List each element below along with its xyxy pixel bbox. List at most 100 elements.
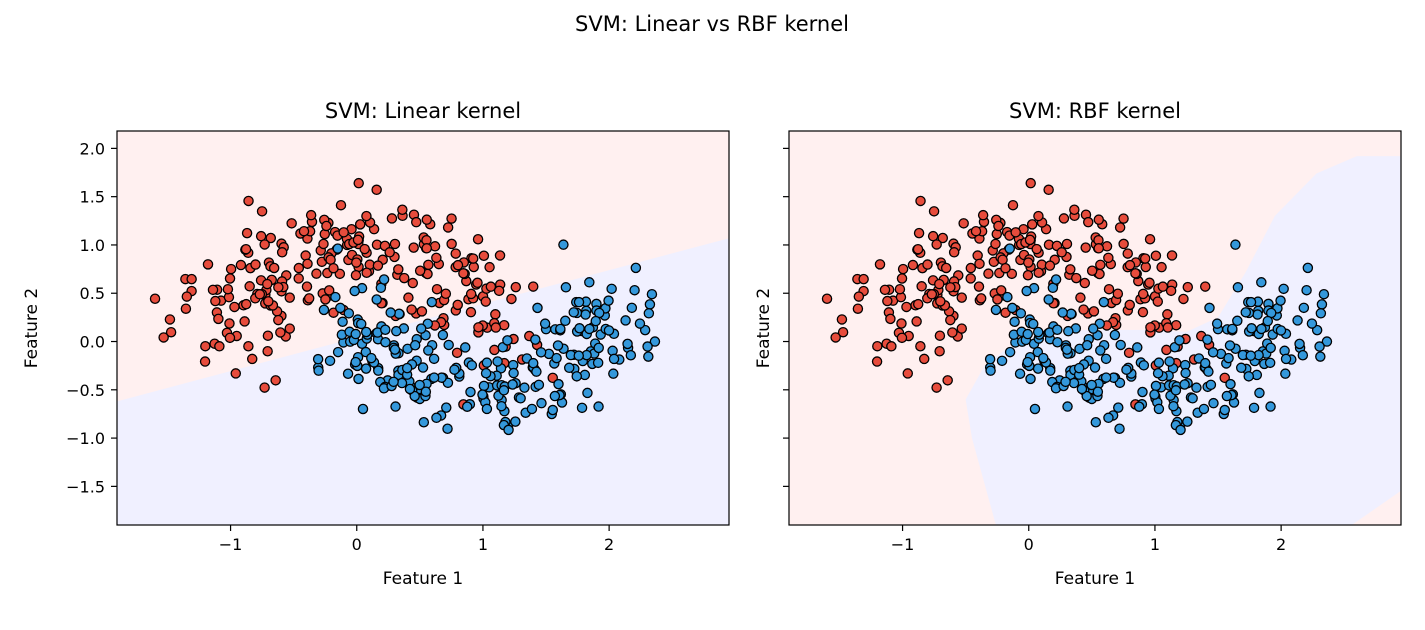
data-point-class-1 [443,339,454,351]
data-point-class-1 [478,380,490,392]
data-point-class-1 [1280,368,1291,379]
data-point-class-0 [1130,268,1141,279]
data-point-class-1 [330,291,341,303]
data-point-class-1 [1252,309,1263,320]
data-point-class-1 [1043,294,1054,305]
data-point-class-0 [945,314,956,326]
data-point-class-1 [1174,335,1185,346]
data-point-class-1 [1153,403,1165,415]
data-point-class-0 [922,259,933,270]
data-point-class-0 [907,259,919,271]
data-point-class-1 [527,357,539,369]
data-point-class-1 [1138,360,1150,371]
data-point-class-1 [1087,323,1099,334]
data-point-class-0 [1024,234,1036,246]
data-point-class-0 [956,292,968,303]
data-point-class-1 [985,365,996,376]
data-point-class-0 [323,285,335,296]
data-point-class-1 [515,393,526,404]
data-point-class-1 [1063,325,1074,337]
data-point-class-0 [199,356,211,367]
data-point-class-0 [421,243,432,254]
data-point-class-1 [576,402,588,414]
data-point-class-1 [1065,308,1077,320]
data-point-class-1 [1152,368,1164,379]
data-point-class-0 [937,232,949,244]
data-point-class-1 [1025,373,1036,385]
data-point-class-1 [608,368,619,379]
data-point-class-1 [582,387,593,399]
data-point-class-0 [398,272,410,284]
data-point-class-0 [311,268,322,279]
data-point-class-1 [1198,403,1210,415]
data-point-class-0 [263,296,274,307]
data-point-class-1 [1149,389,1160,400]
data-point-class-1 [496,400,507,412]
data-point-class-0 [478,250,490,262]
data-point-class-1 [1095,345,1106,356]
data-point-class-0 [1144,233,1156,245]
data-point-class-1 [461,401,473,412]
panel-title: SVM: Linear kernel [325,99,521,123]
data-point-class-0 [389,238,401,250]
data-point-class-0 [490,322,502,333]
data-point-class-1 [1132,342,1143,353]
data-point-class-0 [303,293,315,304]
data-point-class-1 [1038,352,1049,364]
data-point-class-1 [409,390,420,402]
data-point-class-1 [380,337,391,348]
data-point-class-0 [352,234,364,246]
data-point-class-0 [250,259,261,270]
data-point-class-1 [1081,390,1092,402]
data-point-class-0 [1033,210,1044,222]
data-point-class-0 [821,293,833,304]
data-point-class-1 [1007,302,1018,314]
data-point-class-1 [551,352,562,364]
data-point-class-1 [1235,362,1247,374]
data-point-class-1 [1225,378,1236,390]
data-point-class-1 [1137,386,1148,398]
linear-kernel-panel: SVM: Linear kernel Feature 1 Feature 2 −… [22,99,730,589]
data-point-class-0 [1043,184,1054,196]
data-point-class-0 [244,281,255,292]
data-point-class-0 [328,262,339,274]
data-point-class-1 [1061,344,1073,355]
data-point-class-0 [1122,248,1133,259]
data-point-class-0 [975,293,987,304]
y-tick-label: −0.5 [66,381,105,400]
data-point-class-0 [493,285,505,297]
data-point-class-0 [321,220,332,232]
data-point-class-0 [1095,259,1106,271]
data-point-class-0 [224,332,236,344]
data-point-class-1 [441,402,452,413]
data-point-class-0 [181,291,193,302]
data-point-class-0 [948,247,960,258]
data-point-class-0 [275,327,286,338]
data-point-class-0 [945,282,956,293]
data-point-class-0 [1139,253,1151,264]
data-point-class-0 [1165,285,1177,297]
data-point-class-0 [928,206,940,217]
data-point-class-1 [371,294,382,305]
data-point-class-0 [229,301,240,313]
data-point-class-1 [1207,347,1219,358]
data-point-class-0 [224,273,236,284]
data-point-class-0 [472,233,484,245]
data-point-class-0 [1157,281,1169,292]
data-point-class-0 [302,258,313,270]
data-point-class-1 [1302,262,1314,274]
data-point-class-1 [1015,308,1027,319]
data-point-class-1 [606,283,617,295]
data-point-class-0 [293,273,304,284]
data-point-class-1 [1292,315,1303,326]
data-point-class-0 [372,260,384,271]
data-point-class-0 [338,227,349,238]
data-point-class-1 [539,318,551,329]
data-point-class-0 [912,243,924,255]
data-point-class-0 [484,261,495,273]
data-point-class-1 [644,299,656,310]
data-point-class-0 [1078,304,1089,315]
data-point-class-0 [222,283,234,295]
data-point-class-0 [446,238,457,250]
data-point-class-1 [984,353,996,365]
